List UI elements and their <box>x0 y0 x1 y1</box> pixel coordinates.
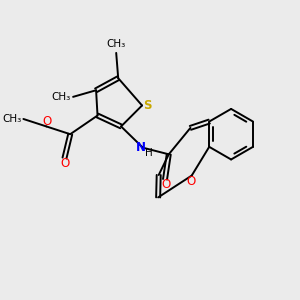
Text: N: N <box>136 141 146 154</box>
Text: CH₃: CH₃ <box>52 92 71 102</box>
Text: CH₃: CH₃ <box>3 114 22 124</box>
Text: O: O <box>187 176 196 188</box>
Text: S: S <box>143 99 152 112</box>
Text: CH₃: CH₃ <box>106 40 126 50</box>
Text: O: O <box>162 178 171 191</box>
Text: O: O <box>60 157 70 170</box>
Text: O: O <box>42 115 52 128</box>
Text: H: H <box>146 148 153 158</box>
